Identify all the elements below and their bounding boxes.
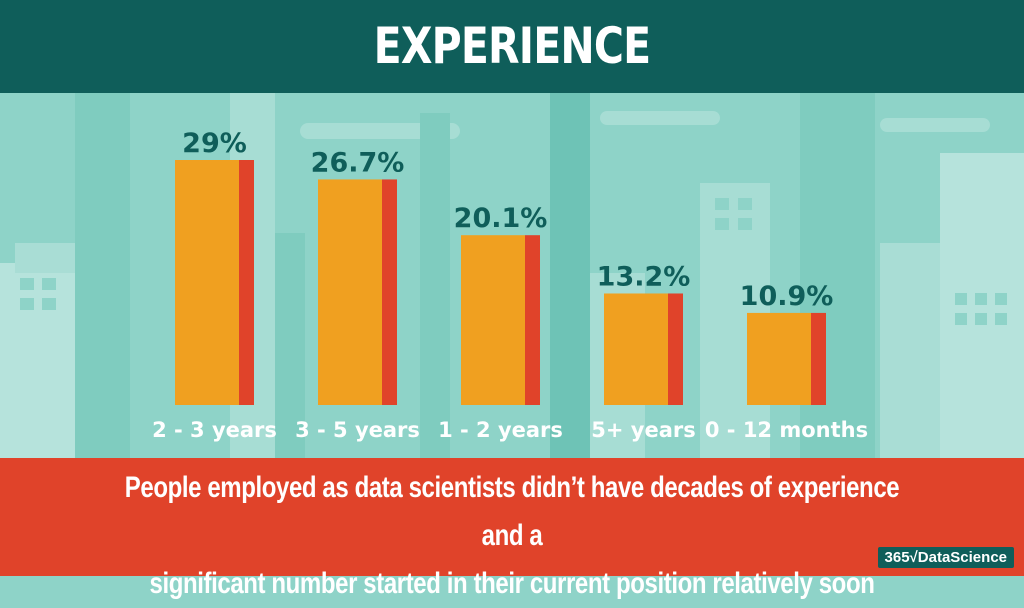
bar-5	[747, 312, 811, 405]
category-label-4: 5+ years	[591, 418, 695, 442]
category-label-5: 0 - 12 months	[705, 418, 868, 442]
logo-mark: √	[909, 549, 918, 566]
bar-4-side	[668, 293, 683, 405]
bar-5-side	[811, 312, 826, 405]
value-label-5: 10.9%	[740, 281, 834, 312]
category-label-1: 2 - 3 years	[152, 418, 277, 442]
brand-logo: 365√DataScience	[877, 547, 1014, 568]
value-label-1: 29%	[182, 128, 247, 159]
bar-4	[604, 293, 668, 405]
bar-2-side	[382, 179, 397, 405]
category-label-3: 1 - 2 years	[438, 418, 563, 442]
bar-chart: 29% 2 - 3 years 26.7% 3 - 5 years 20.1% 1 - 2…	[152, 128, 868, 442]
value-label-3: 20.1%	[454, 203, 548, 234]
bar-3-side	[525, 235, 540, 405]
bar-3	[461, 235, 525, 405]
value-label-2: 26.7%	[311, 147, 405, 178]
header-banner: EXPERIENCE	[0, 0, 1024, 93]
value-label-4: 13.2%	[597, 261, 691, 292]
logo-prefix: 365	[884, 549, 910, 566]
caption-line-1: People employed as data scientists didn’…	[124, 471, 900, 552]
bar-1-side	[239, 160, 254, 405]
logo-name: DataScience	[917, 549, 1007, 566]
category-label-2: 3 - 5 years	[295, 418, 420, 442]
bar-2	[318, 179, 382, 405]
bar-1	[175, 160, 239, 405]
page-title: EXPERIENCE	[373, 17, 652, 75]
